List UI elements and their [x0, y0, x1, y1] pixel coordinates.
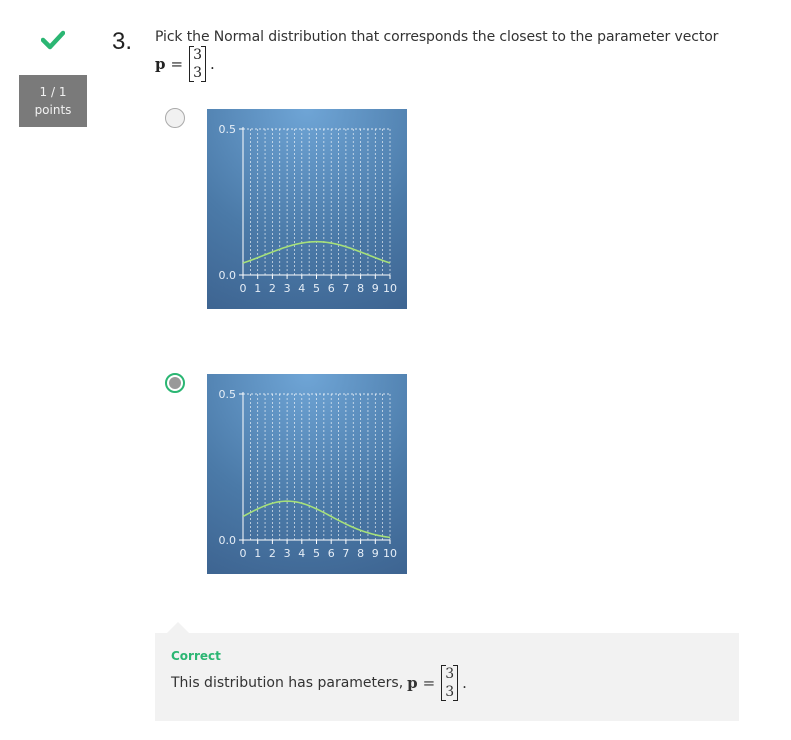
- x-tick-label: 9: [372, 547, 379, 560]
- x-tick-label: 5: [313, 282, 320, 295]
- feedback-text: This distribution has parameters,: [171, 675, 404, 691]
- y-tick-label: 0.5: [219, 388, 237, 401]
- x-tick-label: 1: [254, 547, 261, 560]
- x-tick-label: 8: [357, 282, 364, 295]
- option-1-radio[interactable]: [165, 108, 185, 128]
- x-tick-label: 4: [298, 547, 305, 560]
- chart-background: [207, 374, 407, 574]
- x-tick-label: 2: [269, 547, 276, 560]
- feedback-formula: p = 3 3 .: [407, 665, 467, 701]
- question-number: 3.: [112, 28, 133, 55]
- vector-entry: 3: [193, 65, 202, 81]
- x-tick-label: 7: [342, 547, 349, 560]
- x-tick-label: 7: [342, 282, 349, 295]
- feedback-panel: Correct This distribution has parameters…: [155, 622, 739, 721]
- x-tick-label: 9: [372, 282, 379, 295]
- radio-selected-dot: [169, 377, 181, 389]
- option-1-chart: 0.0 0.5 0 1 2 3 4 5 6 7 8 9 10: [207, 109, 407, 309]
- feedback-title: Correct: [171, 649, 221, 663]
- formula-variable: p: [155, 55, 166, 73]
- x-tick-label: 8: [357, 547, 364, 560]
- score-label: points: [34, 103, 72, 117]
- chart-background: [207, 109, 407, 309]
- vector-entry: 3: [445, 666, 455, 682]
- parameter-vector: 3 3: [189, 46, 206, 82]
- feedback-pointer: [167, 622, 189, 633]
- x-tick-label: 1: [254, 282, 261, 295]
- option-2-radio[interactable]: [165, 373, 185, 393]
- feedback-message: This distribution has parameters, p = 3 …: [171, 665, 467, 701]
- x-tick-label: 2: [269, 282, 276, 295]
- x-tick-label: 6: [328, 547, 335, 560]
- question-formula: p = 3 3 .: [155, 46, 215, 82]
- x-tick-label: 3: [284, 547, 291, 560]
- x-tick-label: 4: [298, 282, 305, 295]
- formula-equals: =: [170, 55, 184, 73]
- vector-entry: 3: [445, 684, 455, 700]
- score-value: 1 / 1: [39, 85, 67, 99]
- x-tick-label: 3: [284, 282, 291, 295]
- formula-variable: p: [407, 674, 418, 692]
- x-tick-label: 5: [313, 547, 320, 560]
- formula-period: .: [462, 674, 467, 692]
- check-icon: [41, 30, 65, 50]
- x-tick-label: 0: [240, 282, 247, 295]
- distribution-curve: [242, 240, 391, 264]
- x-tick-label: 10: [383, 282, 397, 295]
- question-prompt: Pick the Normal distribution that corres…: [155, 29, 719, 45]
- x-tick-label: 6: [328, 282, 335, 295]
- distribution-curve: [242, 500, 391, 539]
- y-tick-label: 0.5: [219, 123, 237, 136]
- option-2-chart: 0.0 0.5 0 1 2 3 4 5 6 7 8 9 10: [207, 374, 407, 574]
- score-badge: 1 / 1 points: [19, 75, 87, 127]
- parameter-vector: 3 3: [441, 665, 459, 701]
- formula-period: .: [210, 55, 215, 73]
- formula-equals: =: [422, 674, 436, 692]
- y-tick-label: 0.0: [219, 534, 237, 547]
- x-tick-label: 0: [240, 547, 247, 560]
- vector-entry: 3: [193, 47, 202, 63]
- y-tick-label: 0.0: [219, 269, 237, 282]
- x-tick-label: 10: [383, 547, 397, 560]
